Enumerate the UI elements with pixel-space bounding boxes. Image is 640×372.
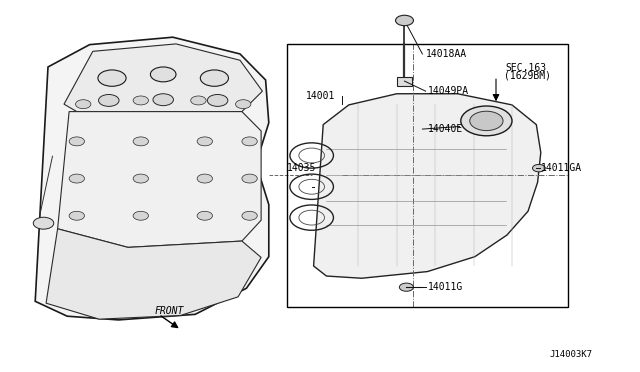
Circle shape	[197, 174, 212, 183]
Text: 14011GA: 14011GA	[541, 163, 582, 173]
Circle shape	[69, 211, 84, 220]
Circle shape	[207, 94, 228, 106]
Text: J14003K7: J14003K7	[549, 350, 592, 359]
Circle shape	[153, 94, 173, 106]
Circle shape	[76, 100, 91, 109]
Circle shape	[98, 70, 126, 86]
Circle shape	[461, 106, 512, 136]
Circle shape	[150, 67, 176, 82]
Text: 14001: 14001	[306, 91, 335, 101]
Circle shape	[133, 137, 148, 146]
Polygon shape	[46, 229, 261, 319]
Polygon shape	[314, 94, 541, 278]
Text: 14035: 14035	[287, 163, 316, 173]
Circle shape	[133, 174, 148, 183]
Circle shape	[470, 111, 503, 131]
Circle shape	[242, 137, 257, 146]
Polygon shape	[64, 44, 262, 118]
Polygon shape	[35, 37, 269, 320]
Polygon shape	[58, 112, 261, 247]
Circle shape	[133, 96, 148, 105]
Text: SEC.163: SEC.163	[506, 63, 547, 73]
Circle shape	[532, 164, 545, 172]
Circle shape	[396, 15, 413, 26]
FancyBboxPatch shape	[397, 77, 412, 86]
Text: 14011G: 14011G	[428, 282, 463, 292]
Circle shape	[197, 211, 212, 220]
Circle shape	[399, 283, 413, 291]
Circle shape	[133, 211, 148, 220]
Text: 14040E: 14040E	[428, 124, 463, 134]
Circle shape	[191, 96, 206, 105]
Text: FRONT: FRONT	[155, 307, 184, 316]
Text: 14049PA: 14049PA	[428, 86, 468, 96]
Circle shape	[99, 94, 119, 106]
Circle shape	[197, 137, 212, 146]
Circle shape	[200, 70, 228, 86]
Circle shape	[69, 174, 84, 183]
Circle shape	[69, 137, 84, 146]
Circle shape	[33, 217, 54, 229]
Text: 14018AA: 14018AA	[426, 49, 467, 59]
Circle shape	[236, 100, 251, 109]
Circle shape	[242, 174, 257, 183]
Text: (1629BM): (1629BM)	[504, 71, 551, 80]
Circle shape	[242, 211, 257, 220]
